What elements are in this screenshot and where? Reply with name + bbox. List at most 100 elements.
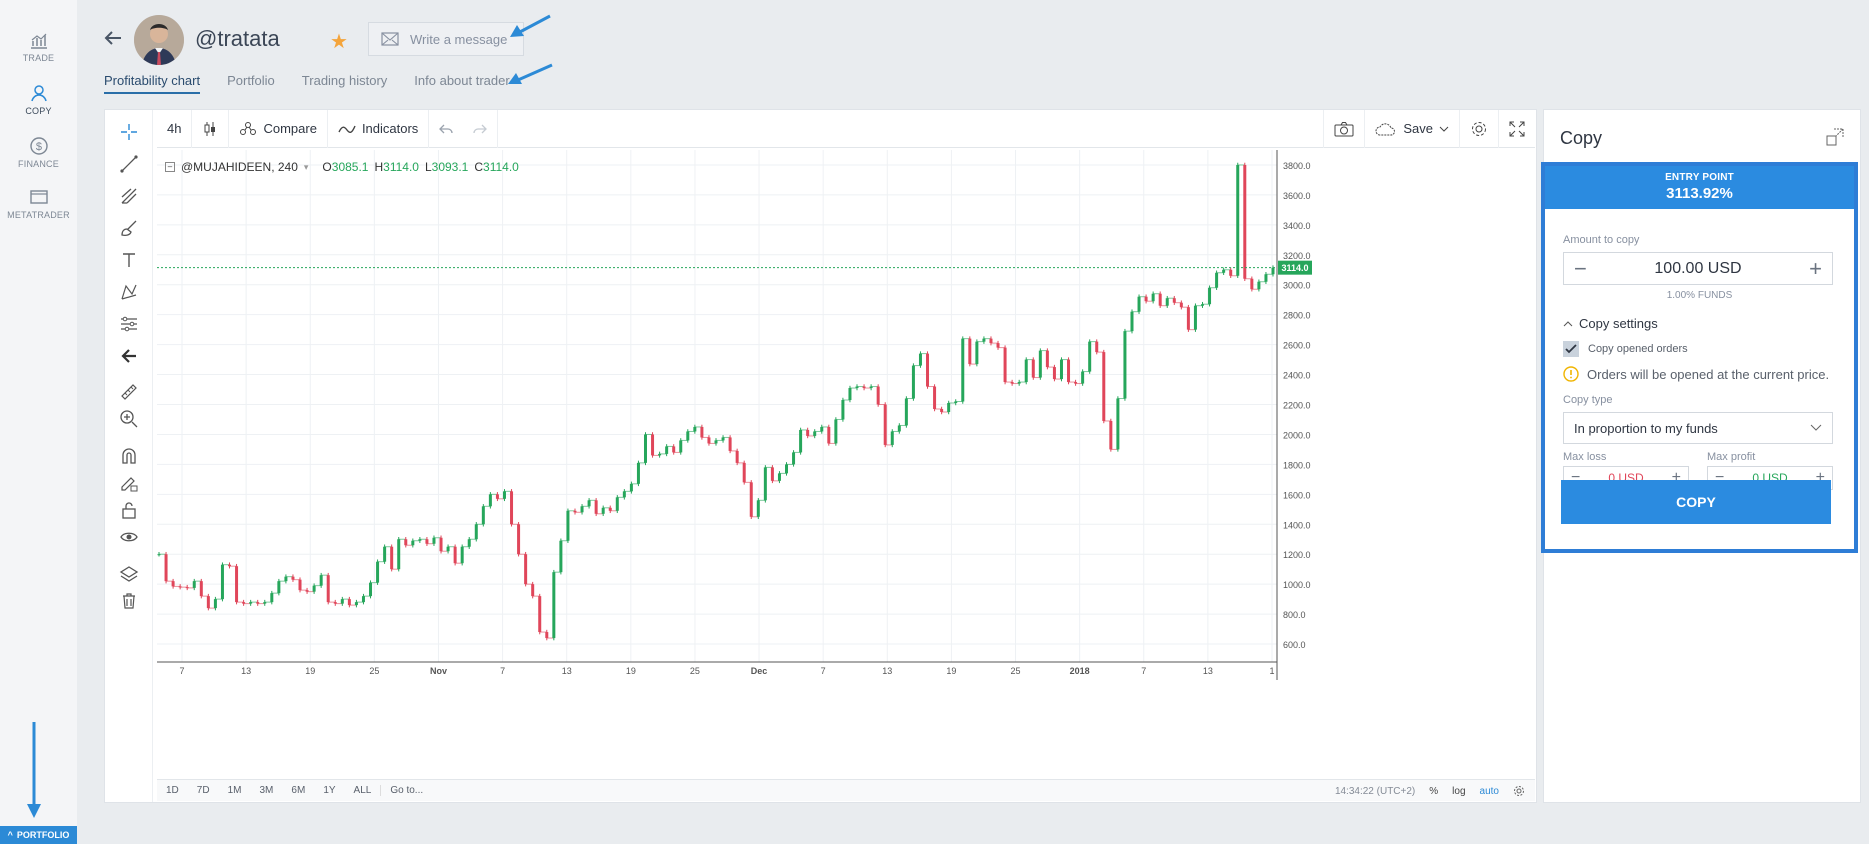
percent-toggle[interactable]: %	[1429, 785, 1439, 797]
eye-icon[interactable]	[117, 525, 141, 549]
go-to-button[interactable]: Go to...	[380, 785, 432, 796]
lock-drawing-icon[interactable]	[117, 471, 141, 495]
candle-body	[608, 507, 612, 511]
brush-icon[interactable]	[117, 216, 141, 240]
gear-icon[interactable]	[1513, 785, 1525, 797]
x-tick-label: 13	[1203, 666, 1213, 676]
dollar-icon: $	[29, 137, 48, 155]
expand-icon[interactable]	[1826, 128, 1844, 146]
copy-opened-orders-checkbox[interactable]	[1563, 341, 1579, 357]
chart-legend: – @MUJAHIDEEN, 240 ▾ O3085.1 H3114.0 L30…	[165, 160, 519, 174]
candle-body	[961, 338, 965, 402]
layers-icon[interactable]	[117, 562, 141, 586]
range-1d[interactable]: 1D	[166, 785, 179, 796]
plus-icon[interactable]: +	[1671, 469, 1681, 486]
undo-button[interactable]	[429, 110, 463, 148]
copy-button[interactable]: COPY	[1561, 480, 1831, 524]
chevron-down-icon	[1810, 424, 1822, 431]
copy-settings-label: Copy settings	[1579, 316, 1658, 331]
magnet-icon[interactable]	[117, 444, 141, 468]
candle-body	[1010, 382, 1014, 384]
tab-profitability-chart[interactable]: Profitability chart	[104, 73, 201, 94]
candle-body	[1088, 341, 1092, 372]
candle-body	[622, 491, 626, 498]
minus-icon[interactable]: −	[1574, 255, 1587, 281]
zoom-in-icon[interactable]	[117, 407, 141, 431]
candle-body	[1109, 420, 1113, 450]
ruler-icon[interactable]	[117, 380, 141, 404]
redo-button[interactable]	[463, 109, 499, 148]
range-6m[interactable]: 6M	[291, 785, 306, 796]
text-icon[interactable]	[117, 248, 141, 272]
copy-settings-toggle[interactable]: Copy settings	[1563, 316, 1658, 331]
crosshair-icon[interactable]	[117, 120, 141, 144]
amount-stepper[interactable]: − 100.00 USD +	[1563, 252, 1833, 285]
candle-body	[376, 561, 380, 583]
tab-info-about-trader[interactable]: Info about trader	[414, 73, 510, 88]
write-message-button[interactable]: Write a message	[368, 22, 524, 56]
copy-opened-orders-row[interactable]: Copy opened orders	[1563, 341, 1688, 357]
candle-body	[933, 386, 937, 409]
candle-body	[1264, 274, 1268, 282]
pitchfork-icon[interactable]	[117, 184, 141, 208]
star-icon[interactable]: ★	[330, 31, 348, 53]
candle-body	[883, 404, 887, 445]
candle-body	[1179, 302, 1183, 308]
chart-area[interactable]: 600.0 800.0 1000.0 1200.0 1400.0 1600.0 1800.0…	[157, 150, 1535, 770]
settings-button[interactable]	[1460, 109, 1499, 148]
trend-line-icon[interactable]	[117, 152, 141, 176]
price-chart[interactable]: 600.0 800.0 1000.0 1200.0 1400.0 1600.0 1800.0…	[157, 150, 1535, 770]
plus-icon[interactable]: +	[1809, 255, 1822, 281]
portfolio-tab[interactable]: ^ PORTFOLIO	[0, 826, 77, 844]
screenshot-button[interactable]	[1323, 109, 1366, 148]
fullscreen-button[interactable]	[1499, 110, 1535, 148]
copy-type-select[interactable]: In proportion to my funds	[1563, 412, 1833, 444]
pattern-icon[interactable]	[117, 280, 141, 304]
candle-body	[326, 575, 330, 603]
nav-item-metatrader[interactable]: METATRADER	[0, 189, 77, 220]
range-bar: 1D 7D 1M 3M 6M 1Y ALL Go to... 14:34:22 …	[157, 779, 1535, 801]
range-1y[interactable]: 1Y	[323, 785, 336, 796]
compare-button[interactable]: Compare	[229, 109, 328, 148]
candle-body	[785, 464, 789, 474]
plus-icon[interactable]: +	[1815, 469, 1825, 486]
range-7d[interactable]: 7D	[196, 785, 210, 796]
symbol-label[interactable]: @MUJAHIDEEN, 240	[181, 160, 298, 174]
collapse-icon[interactable]: –	[165, 162, 175, 172]
amount-label: Amount to copy	[1563, 234, 1640, 246]
avatar[interactable]	[134, 15, 184, 65]
svg-text:$: $	[35, 141, 41, 153]
nav-item-copy[interactable]: COPY	[0, 83, 77, 116]
range-3m[interactable]: 3M	[259, 785, 274, 796]
unlock-icon[interactable]	[117, 498, 141, 522]
arrow-left-icon[interactable]	[117, 344, 141, 368]
nav-item-finance[interactable]: $ FINANCE	[0, 136, 77, 169]
trash-icon[interactable]	[117, 589, 141, 613]
candle-body	[911, 365, 915, 399]
save-button[interactable]: Save	[1365, 109, 1460, 148]
minus-icon[interactable]: −	[1571, 469, 1581, 486]
chart-type-button[interactable]	[192, 109, 230, 148]
tab-trading-history[interactable]: Trading history	[301, 73, 388, 88]
amount-value[interactable]: 100.00 USD	[1654, 259, 1742, 277]
back-arrow-icon[interactable]	[103, 30, 123, 46]
copy-opened-orders-label: Copy opened orders	[1588, 343, 1688, 355]
candle-body	[446, 546, 450, 552]
candle-body	[827, 426, 831, 444]
log-toggle[interactable]: log	[1452, 785, 1466, 797]
candle-body	[1081, 371, 1085, 384]
indicators-button[interactable]: Indicators	[328, 109, 430, 148]
nav-item-trade[interactable]: TRADE	[0, 32, 77, 63]
interval-button[interactable]: 4h	[157, 109, 193, 148]
copy-panel: Copy ENTRY POINT 3113.92% Amount to copy…	[1541, 109, 1861, 803]
range-all[interactable]: ALL	[353, 785, 372, 796]
auto-toggle[interactable]: auto	[1479, 785, 1499, 797]
candle-body	[693, 426, 697, 432]
tab-portfolio[interactable]: Portfolio	[227, 73, 275, 88]
candle-body	[996, 343, 1000, 348]
range-1m[interactable]: 1M	[227, 785, 242, 796]
minus-icon[interactable]: −	[1715, 469, 1725, 486]
candle-body	[777, 473, 781, 481]
prediction-icon[interactable]	[117, 312, 141, 336]
candle-body	[305, 590, 309, 592]
